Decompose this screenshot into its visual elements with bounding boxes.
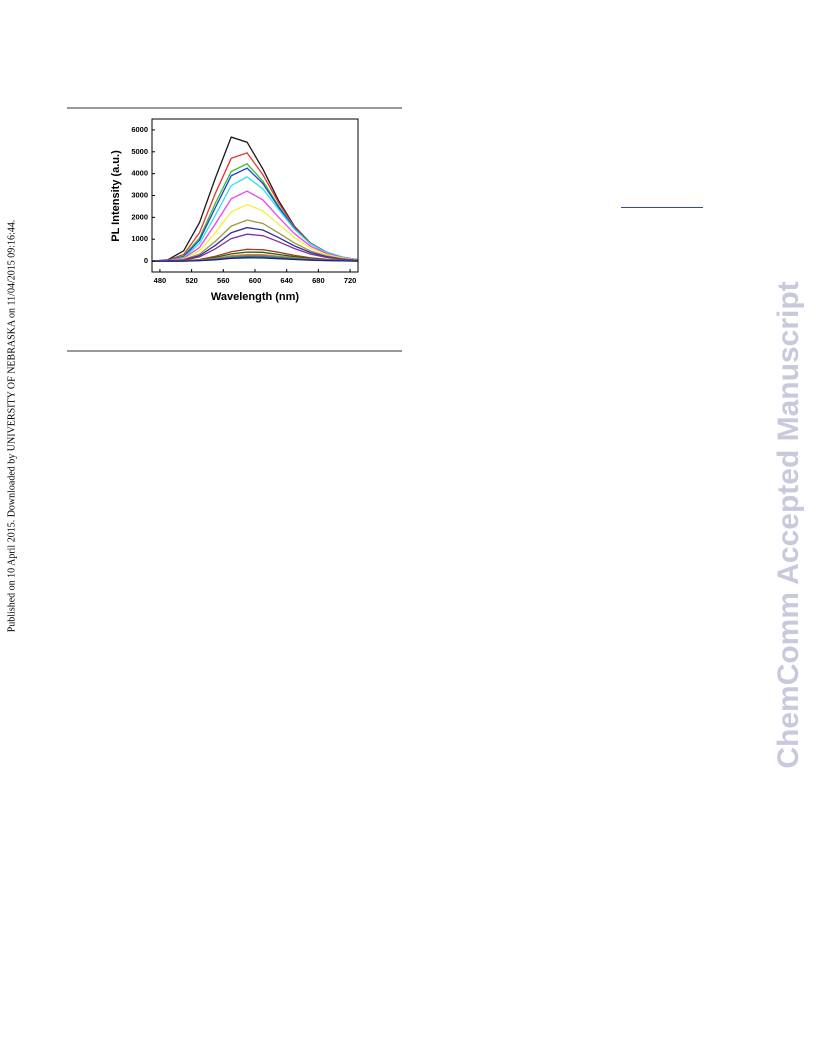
plot-lines	[152, 136, 358, 262]
series-line	[152, 257, 358, 262]
series-line	[152, 176, 358, 262]
x-tick-label: 560	[217, 276, 230, 285]
rule	[67, 350, 402, 352]
y-tick-label: 2000	[131, 212, 148, 221]
y-tick-label: 6000	[131, 125, 148, 134]
x-tick-label: 680	[312, 276, 325, 285]
x-tick-label: 520	[185, 276, 198, 285]
x-tick-label: 480	[154, 276, 167, 285]
y-tick-label: 1000	[131, 234, 148, 243]
y-axis-label: PL Intensity (a.u.)	[110, 150, 122, 242]
x-axis-label: Wavelength (nm)	[211, 291, 300, 303]
series-line	[152, 163, 358, 262]
rule	[67, 107, 402, 109]
y-tick-label: 0	[144, 256, 148, 265]
link-underline	[621, 207, 703, 208]
x-tick-label: 720	[344, 276, 357, 285]
y-tick-label: 4000	[131, 169, 148, 178]
y-tick-label: 5000	[131, 147, 148, 156]
series-line	[152, 152, 358, 262]
y-tick-label: 3000	[131, 190, 148, 199]
x-tick-label: 600	[249, 276, 262, 285]
series-line	[152, 233, 358, 262]
x-tick-label: 640	[280, 276, 293, 285]
series-line	[152, 136, 358, 262]
series-line	[152, 203, 358, 262]
series-line	[152, 190, 358, 262]
